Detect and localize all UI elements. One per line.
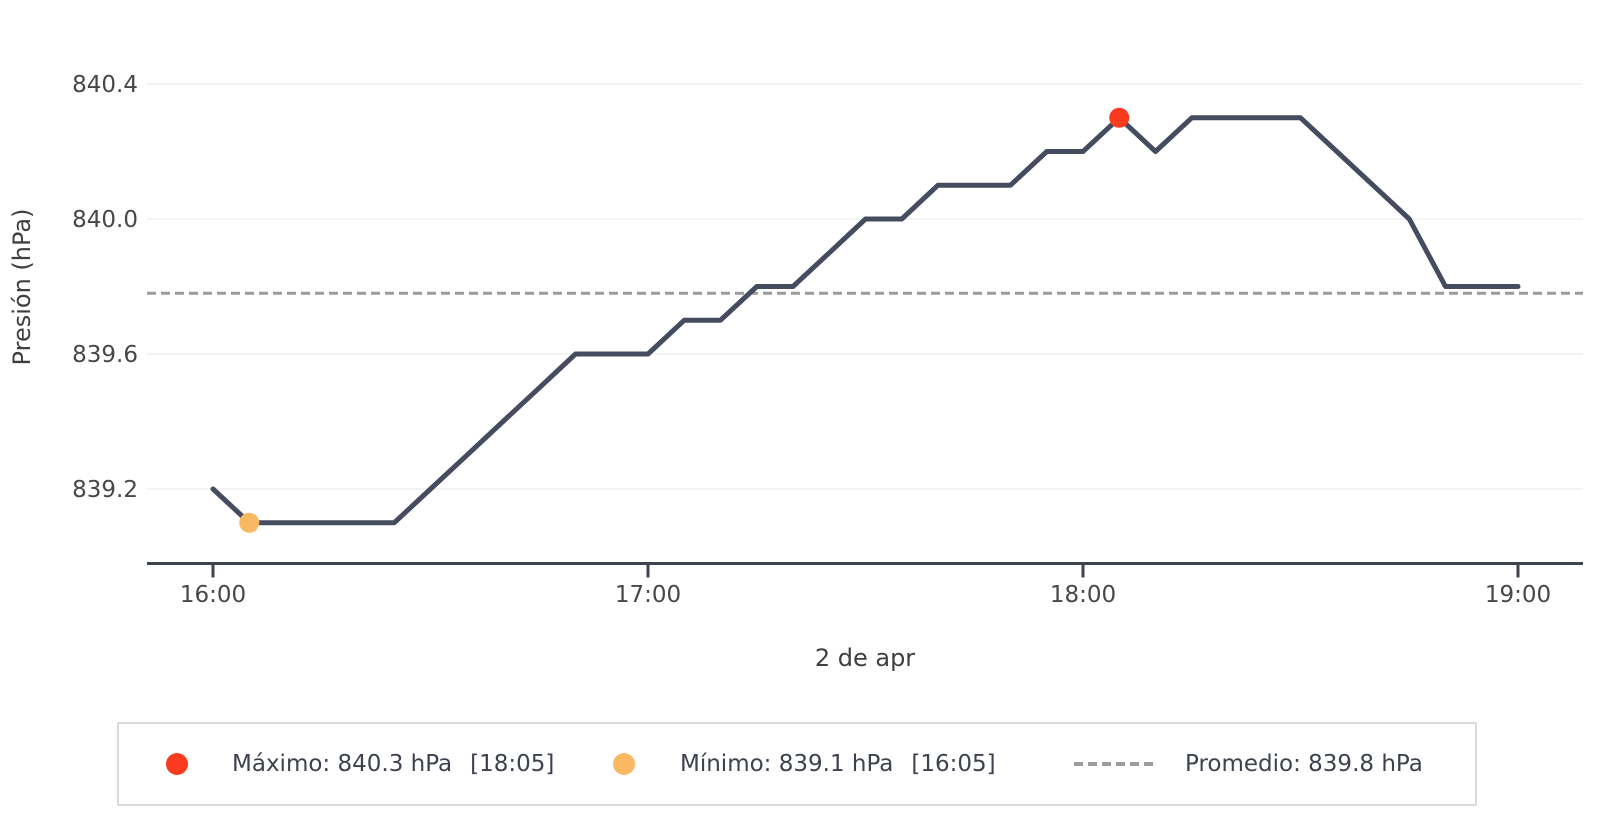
legend-max-time: [18:05] xyxy=(470,751,555,777)
x-tick-label: 17:00 xyxy=(615,582,681,608)
min-point-swatch xyxy=(613,753,635,775)
average-line-swatch xyxy=(1074,762,1156,766)
pressure-series xyxy=(210,107,1521,533)
y-tick-label: 840.0 xyxy=(72,207,138,233)
legend-min-time: [16:05] xyxy=(911,751,996,777)
pressure-line xyxy=(210,115,1521,526)
max-point-swatch xyxy=(166,753,188,775)
legend-max-label: Máximo: 840.3 hPa [18:05] xyxy=(232,751,555,777)
x-axis-title: 2 de apr xyxy=(815,644,915,672)
max-point xyxy=(1109,107,1130,128)
y-tick-label: 839.2 xyxy=(72,477,138,503)
min-point xyxy=(239,512,260,533)
x-tick-label: 18:00 xyxy=(1050,582,1116,608)
legend-min-label: Mínimo: 839.1 hPa [16:05] xyxy=(680,751,996,777)
grid-lines xyxy=(147,83,1583,490)
pressure-line-chart: 839.2 839.6 840.0 840.4 16:00 17:00 18:00 19:0… xyxy=(8,72,1583,672)
y-tick-labels: 839.2 839.6 840.0 840.4 xyxy=(72,72,138,503)
x-tick-label: 16:00 xyxy=(180,582,246,608)
chart-legend: Máximo: 840.3 hPa [18:05] Mínimo: 839.1 h… xyxy=(117,722,1477,806)
y-tick-label: 840.4 xyxy=(72,72,138,98)
y-axis-title: Presión (hPa) xyxy=(8,209,36,366)
x-tick-label: 19:00 xyxy=(1485,582,1551,608)
x-axis: 16:00 17:00 18:00 19:00 xyxy=(147,562,1583,608)
y-tick-label: 839.6 xyxy=(72,342,138,368)
legend-avg-label: Promedio: 839.8 hPa xyxy=(1185,751,1423,777)
